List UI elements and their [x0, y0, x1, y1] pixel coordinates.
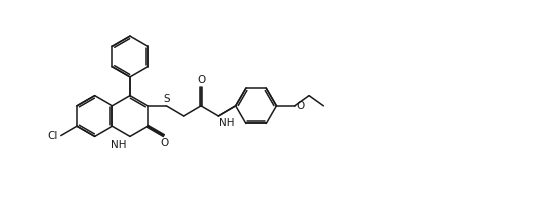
Text: S: S — [164, 94, 170, 104]
Text: O: O — [197, 75, 205, 85]
Text: NH: NH — [220, 118, 235, 128]
Text: NH: NH — [111, 140, 127, 150]
Text: Cl: Cl — [47, 131, 58, 141]
Text: O: O — [161, 138, 169, 148]
Text: O: O — [296, 101, 305, 111]
